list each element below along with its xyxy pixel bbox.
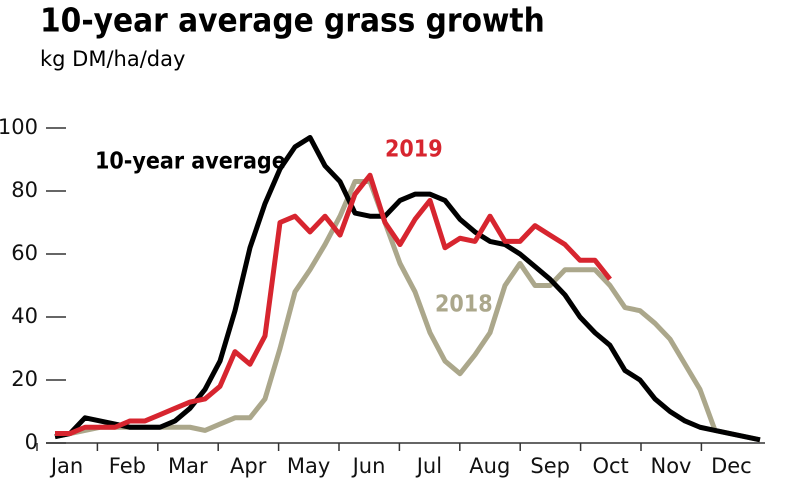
x-tick-label: Jun: [351, 454, 386, 478]
y-tick-label: 20: [11, 367, 38, 391]
x-tick-label: Mar: [168, 454, 208, 478]
x-tick-label: Sep: [530, 454, 570, 478]
x-tick-label: Jul: [415, 454, 442, 478]
y-tick-label: 60: [11, 241, 38, 265]
x-tick-label: Dec: [711, 454, 752, 478]
y-tick-label: 100: [0, 115, 38, 139]
series-line: [55, 172, 612, 437]
series-label: 10-year average: [95, 149, 286, 175]
x-tick-label: Feb: [109, 454, 146, 478]
x-tick-label: Oct: [592, 454, 628, 478]
x-tick-label: Jan: [49, 454, 83, 478]
y-tick-label: 0: [25, 430, 38, 454]
x-tick-label: Apr: [230, 454, 267, 478]
series-line: [54, 134, 761, 443]
series-label: 2019: [385, 137, 443, 163]
series-line: [54, 179, 761, 443]
series-label: 2018: [435, 292, 493, 318]
x-tick-label: Aug: [469, 454, 510, 478]
y-tick-label: 80: [11, 178, 38, 202]
y-tick-label: 40: [11, 304, 38, 328]
x-tick-label: May: [287, 454, 330, 478]
chart-title: 10-year average grass growth: [40, 1, 545, 40]
chart-subtitle: kg DM/ha/day: [40, 47, 185, 71]
x-tick-label: Nov: [651, 454, 692, 478]
